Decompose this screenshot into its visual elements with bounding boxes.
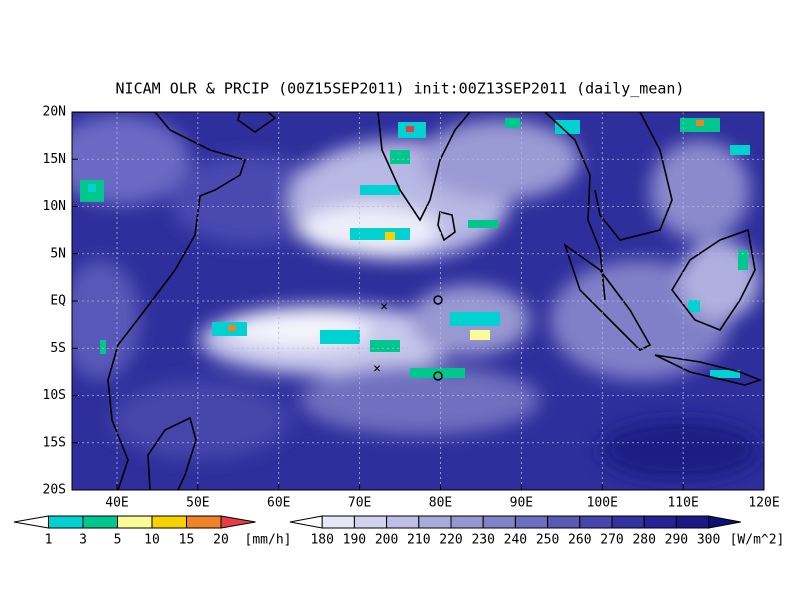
- colorbar-label: 270: [600, 533, 623, 548]
- colorbar-label: 1: [45, 533, 53, 548]
- axes: 20N 15N 10N 5N EQ 5S 10S 15S 20S 40E 50E 60E 70E 80E 9…: [43, 105, 780, 511]
- colorbar-label: 200: [375, 533, 398, 548]
- colorbar-unit: [W/m^2]: [730, 533, 785, 548]
- colorbar-label: 210: [407, 533, 430, 548]
- lat-label: 20N: [43, 105, 66, 120]
- colorbar-segment: [675, 515, 710, 529]
- colorbar-segment: [611, 515, 645, 529]
- lat-label: 15N: [43, 152, 66, 167]
- lon-label: 90E: [510, 496, 533, 511]
- colorbar-segment: [321, 515, 355, 529]
- lat-label: 10S: [43, 388, 66, 403]
- coastlines: [72, 112, 763, 490]
- colorbar-label: 220: [439, 533, 462, 548]
- lat-label: 20S: [43, 483, 66, 498]
- colorbar-end: [220, 515, 256, 529]
- colorbar-label: 190: [343, 533, 366, 548]
- lat-label: EQ: [50, 294, 66, 309]
- map-title: NICAM OLR & PRCIP (00Z15SEP2011) init:00…: [116, 80, 685, 98]
- colorbar-segment: [117, 515, 153, 529]
- colorbar-segment: [353, 515, 388, 529]
- colorbar-segment: [579, 515, 613, 529]
- colorbar-segment: [82, 515, 118, 529]
- lat-label: 5S: [50, 341, 66, 356]
- colorbar-label: 180: [310, 533, 333, 548]
- colorbar-label: 250: [536, 533, 559, 548]
- colorbar-label: 240: [504, 533, 527, 548]
- colorbar-segment: [48, 515, 84, 529]
- lon-label: 50E: [186, 496, 209, 511]
- graticule: [72, 112, 764, 490]
- colorbar-segment: [186, 515, 222, 529]
- colorbar-segment: [482, 515, 516, 529]
- colorbar-segment: [386, 515, 420, 529]
- svg-text:×: ×: [373, 362, 381, 377]
- legends: 1 3 5 10 15 20 [mm/h] 180 190 200 210 220 230 240 250 2…: [13, 515, 785, 548]
- colorbar-segment: [547, 515, 581, 529]
- lon-label: 100E: [587, 496, 618, 511]
- colorbar-end: [289, 515, 323, 529]
- colorbar-segment: [450, 515, 484, 529]
- colorbar-label: 3: [79, 533, 87, 548]
- lon-label: 80E: [429, 496, 452, 511]
- precip-cells: [80, 118, 750, 378]
- colorbar-label: 10: [144, 533, 160, 548]
- colorbar-segment: [151, 515, 187, 529]
- colorbar-end: [13, 515, 49, 529]
- lon-label: 70E: [348, 496, 371, 511]
- colorbar-label: 230: [471, 533, 494, 548]
- colorbar-label: 20: [213, 533, 229, 548]
- svg-text:×: ×: [380, 300, 388, 315]
- lon-label: 110E: [667, 496, 698, 511]
- colorbar-label: 260: [568, 533, 591, 548]
- colorbar-segment: [514, 515, 549, 529]
- lon-label: 60E: [267, 496, 290, 511]
- colorbar-segment: [418, 515, 452, 529]
- colorbar-label: 280: [632, 533, 655, 548]
- lon-label: 40E: [105, 496, 128, 511]
- colorbar-label: 15: [179, 533, 195, 548]
- colorbar-unit: [mm/h]: [245, 533, 292, 548]
- map-field: × ×: [72, 112, 764, 490]
- lon-label: 120E: [748, 496, 779, 511]
- colorbar-segment: [643, 515, 677, 529]
- colorbar-label: 5: [114, 533, 122, 548]
- lat-label: 10N: [43, 199, 66, 214]
- colorbar-label: 300: [697, 533, 720, 548]
- colorbar-label: 290: [665, 533, 688, 548]
- colorbar-end: [708, 515, 741, 529]
- lat-label: 15S: [43, 435, 66, 450]
- markers: × ×: [373, 295, 443, 381]
- lat-label: 5N: [50, 246, 66, 261]
